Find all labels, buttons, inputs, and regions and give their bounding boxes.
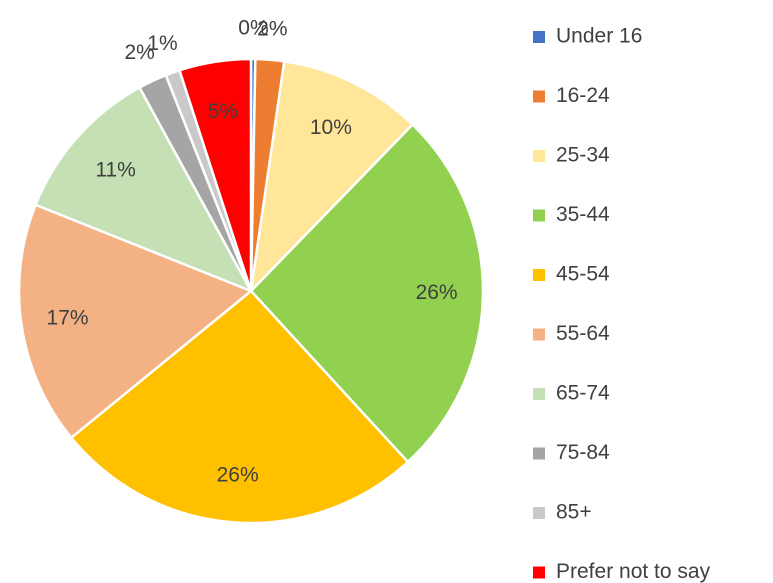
legend-swatch <box>533 328 545 341</box>
legend-swatch <box>533 388 545 400</box>
pie-slice <box>17 203 254 440</box>
pie-slice <box>249 122 485 464</box>
legend-label: 85+ <box>556 501 592 524</box>
legend-label: 75-84 <box>556 441 610 464</box>
data-label: 11% <box>95 159 135 182</box>
data-label: 0% <box>238 16 268 39</box>
data-label: 2% <box>125 41 155 64</box>
legend-swatch <box>533 90 545 103</box>
data-label: 17% <box>47 307 89 330</box>
data-label: 10% <box>310 116 352 139</box>
data-label: 26% <box>416 281 458 304</box>
legend-label: 55-64 <box>556 322 610 345</box>
legend-label: Under 16 <box>556 25 642 48</box>
data-label: 5% <box>208 100 238 123</box>
legend-swatch <box>533 507 545 519</box>
legend-label: Prefer not to say <box>556 560 711 583</box>
legend-swatch <box>533 31 545 43</box>
legend-label: 35-44 <box>556 203 610 226</box>
legend-swatch <box>533 447 545 460</box>
legend-label: 16-24 <box>556 84 610 107</box>
legend-swatch <box>533 150 545 162</box>
legend-swatch <box>533 269 545 281</box>
legend-label: 45-54 <box>556 263 610 286</box>
pie-slice <box>33 85 254 294</box>
legend-swatch <box>533 209 545 222</box>
legend-label: 65-74 <box>556 382 610 405</box>
pie-slice <box>69 289 410 525</box>
legend-label: 25-34 <box>556 144 610 167</box>
pie-slice <box>249 59 415 295</box>
data-label: 26% <box>217 464 259 487</box>
data-label: 2% <box>257 17 287 40</box>
legend-swatch <box>533 566 545 579</box>
pie-slice <box>177 57 253 292</box>
data-label: 1% <box>147 32 177 55</box>
